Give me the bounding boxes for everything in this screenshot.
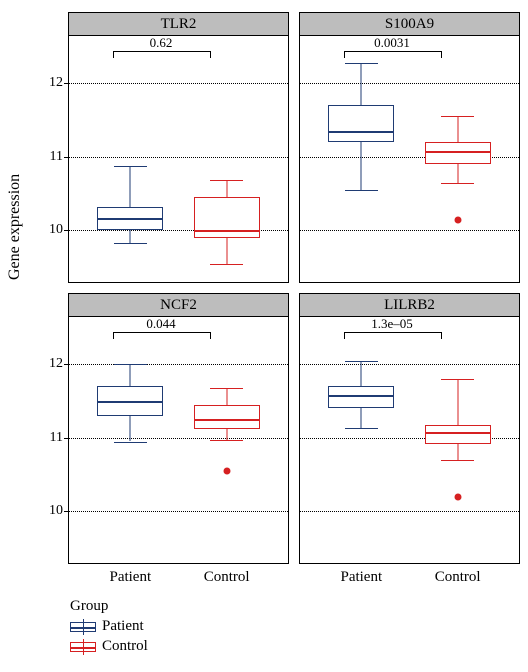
pvalue-label: 1.3e–05 [371, 316, 413, 332]
pvalue-bracket [113, 332, 211, 339]
panel-grid: TLR2 1011120.62 S100A9 0.0031 NCF2 10111… [68, 12, 520, 564]
plot-area: 0.0031 [300, 39, 519, 282]
x-tick-label: Control [204, 569, 250, 586]
x-tick-label: Control [435, 569, 481, 586]
y-tick-label: 11 [50, 149, 63, 165]
box-control [194, 39, 260, 282]
plot-area: 1011120.62 [69, 39, 288, 282]
y-tick-mark [64, 438, 69, 439]
legend-item-patient: Patient [70, 618, 148, 635]
panel-tlr2: TLR2 1011120.62 [68, 12, 289, 283]
y-tick-label: 12 [49, 75, 63, 91]
legend-label: Control [102, 638, 148, 655]
box-patient [97, 39, 163, 282]
legend-label: Patient [102, 618, 144, 635]
plot-area: 1.3e–05PatientControl [300, 320, 519, 563]
y-tick-mark [64, 230, 69, 231]
box-patient [97, 320, 163, 563]
box-control [194, 320, 260, 563]
panel-title: S100A9 [300, 13, 519, 36]
box-control [425, 320, 491, 563]
legend: Group Patient Control [70, 598, 148, 655]
box-control [425, 39, 491, 282]
panel-lilrb2: LILRB2 1.3e–05PatientControl [299, 293, 520, 564]
legend-key-icon [70, 619, 96, 635]
legend-key-icon [70, 639, 96, 655]
outlier-point [454, 493, 461, 500]
panel-title: TLR2 [69, 13, 288, 36]
y-tick-mark [64, 83, 69, 84]
y-tick-label: 10 [49, 503, 63, 519]
panel-title: LILRB2 [300, 294, 519, 317]
outlier-point [454, 217, 461, 224]
pvalue-label: 0.0031 [374, 35, 410, 51]
y-tick-mark [64, 157, 69, 158]
outlier-point [223, 467, 230, 474]
pvalue-label: 0.62 [150, 35, 173, 51]
panel-ncf2: NCF2 1011120.044PatientControl [68, 293, 289, 564]
y-tick-mark [64, 364, 69, 365]
box-patient [328, 320, 394, 563]
x-tick-label: Patient [340, 569, 382, 586]
y-tick-label: 10 [49, 222, 63, 238]
legend-title: Group [70, 598, 148, 615]
x-tick-label: Patient [109, 569, 151, 586]
pvalue-label: 0.044 [146, 316, 175, 332]
y-tick-label: 12 [49, 356, 63, 372]
panel-title: NCF2 [69, 294, 288, 317]
panel-s100a9: S100A9 0.0031 [299, 12, 520, 283]
pvalue-bracket [113, 51, 211, 58]
box-patient [328, 39, 394, 282]
y-tick-mark [64, 511, 69, 512]
pvalue-bracket [344, 51, 442, 58]
legend-item-control: Control [70, 638, 148, 655]
y-tick-label: 11 [50, 430, 63, 446]
y-axis-label: Gene expression [6, 174, 24, 280]
plot-area: 1011120.044PatientControl [69, 320, 288, 563]
pvalue-bracket [344, 332, 442, 339]
